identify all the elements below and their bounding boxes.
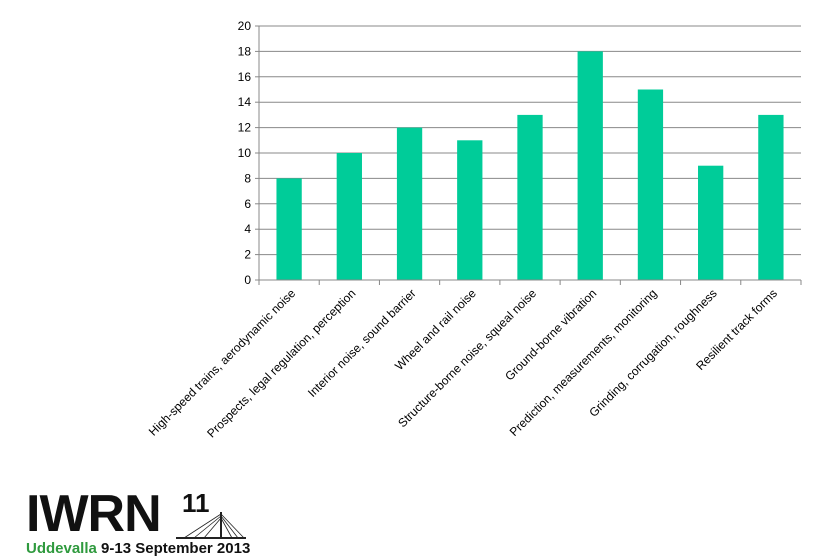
y-tick-label: 4: [244, 222, 251, 236]
logo-edition-number: 11: [182, 488, 210, 518]
category-label: Grinding, corrugation, roughness: [586, 286, 719, 419]
logo-subtitle: Uddevalla 9-13 September 2013: [26, 540, 250, 557]
bar: [276, 178, 302, 280]
bar-chart: 0 2 4 6 8 10 12 14 16 18 20 High-speed trains, aer…: [146, 19, 802, 440]
chart-axes: [258, 26, 802, 285]
y-tick-label: 16: [238, 70, 252, 84]
y-tick-label: 0: [244, 273, 251, 287]
category-label: Interior noise, sound barrier: [305, 286, 419, 400]
y-tick-label: 18: [238, 44, 252, 58]
bar: [336, 153, 362, 280]
logo-place: Uddevalla: [26, 540, 97, 557]
bar: [698, 165, 724, 280]
bridge-icon: [176, 512, 246, 539]
category-labels: High-speed trains, aerodynamic noisePros…: [146, 286, 780, 440]
bar: [637, 89, 664, 280]
y-tick-label: 12: [238, 121, 252, 135]
y-tick-label: 20: [238, 19, 252, 33]
y-tick-label: 6: [244, 197, 251, 211]
chart-bars: [276, 51, 784, 281]
bar: [577, 51, 603, 281]
logo-main-text: IWRN: [26, 485, 162, 543]
bar: [517, 114, 543, 281]
y-tick-labels: 0 2 4 6 8 10 12 14 16 18 20: [238, 19, 252, 287]
y-tick-label: 10: [238, 146, 252, 160]
y-tick-label: 14: [238, 95, 252, 109]
bar: [758, 114, 784, 281]
bar: [396, 127, 423, 280]
iwrn-logo: IWRN 11 Uddevalla 9-13 September 2013: [26, 488, 276, 558]
y-tick-label: 2: [244, 248, 251, 262]
logo-dates: 9-13 September 2013: [101, 540, 251, 557]
bar: [457, 140, 483, 280]
y-tick-label: 8: [244, 171, 251, 185]
